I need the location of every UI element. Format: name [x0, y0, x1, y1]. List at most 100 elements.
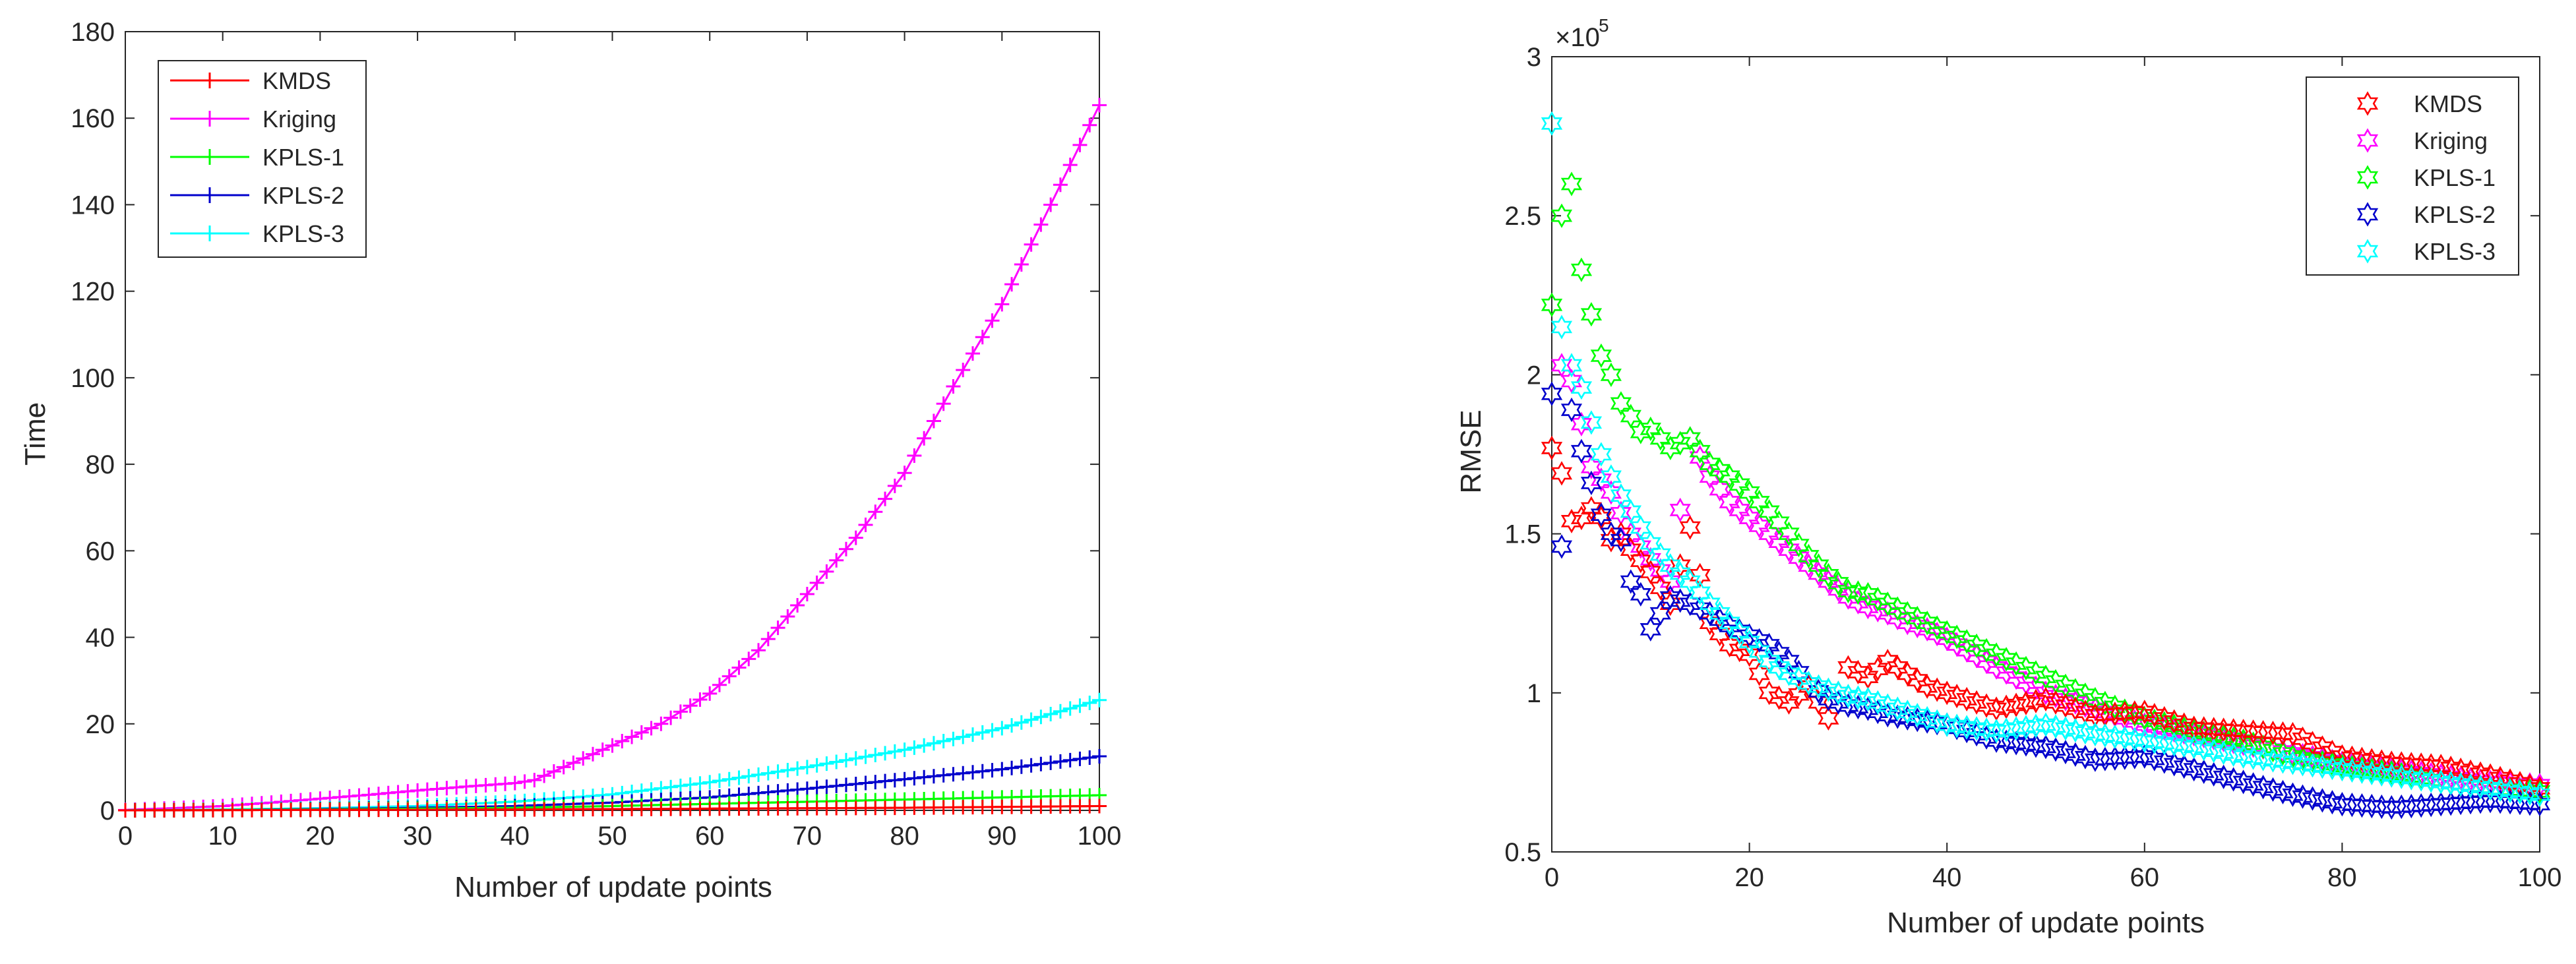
time-point-kriging	[946, 379, 961, 394]
rmse-point-kmds	[1788, 682, 1810, 707]
rmse-point-kmds	[1541, 435, 1563, 461]
time-y-tick-label: 120	[71, 278, 115, 307]
time-point-kriging	[770, 620, 785, 636]
time-legend-label-kpls-2: KPLS-2	[262, 182, 344, 209]
time-point-kpls-3	[1014, 715, 1029, 730]
rmse-point-kriging	[2489, 770, 2511, 795]
time-point-kriging	[897, 466, 912, 481]
rmse-point-kpls-1	[1798, 543, 1820, 569]
rmse-point-kpls-3	[1679, 569, 1701, 594]
time-point-kpls-3	[731, 770, 747, 785]
rmse-point-kriging	[2499, 771, 2521, 796]
rmse-point-kpls-1	[1738, 480, 1760, 505]
rmse-point-kmds	[2470, 761, 2492, 786]
rmse-y-tick-label: 0.5	[1504, 838, 1541, 867]
time-point-kpls-3	[790, 761, 805, 776]
rmse-point-kmds	[2104, 701, 2126, 727]
time-legend-marker-kpls-2	[202, 187, 218, 203]
rmse-point-kpls-3	[2351, 759, 2373, 785]
rmse-point-kpls-3	[2074, 719, 2097, 745]
time-point-kpls-3	[702, 775, 718, 790]
time-point-kriging	[712, 677, 727, 692]
time-point-kpls-3	[1092, 692, 1107, 708]
time-point-kriging	[848, 530, 863, 545]
rmse-point-kmds	[2252, 719, 2274, 745]
rmse-point-kpls-3	[1709, 601, 1731, 626]
rmse-point-kpls-3	[2519, 781, 2541, 806]
rmse-point-kriging	[1808, 561, 1829, 586]
rmse-point-kpls-3	[1936, 712, 1958, 737]
rmse-point-kriging	[1719, 489, 1740, 515]
time-x-tick-label: 80	[890, 822, 919, 851]
rmse-point-kpls-1	[2183, 719, 2205, 744]
rmse-point-kpls-3	[2440, 771, 2462, 796]
time-point-kpls-2	[1024, 758, 1039, 773]
rmse-point-kpls-3	[2381, 763, 2403, 788]
rmse-point-kmds	[2015, 690, 2037, 715]
time-series-kmds	[118, 798, 1107, 818]
rmse-point-kmds	[2232, 719, 2254, 744]
time-point-kpls-3	[985, 723, 1000, 738]
rmse-point-kriging	[2183, 721, 2205, 747]
rmse-point-kpls-2	[2420, 792, 2442, 818]
time-point-kpls-3	[673, 778, 688, 793]
time-point-kpls-3	[926, 736, 941, 751]
rmse-point-kriging	[2193, 723, 2215, 749]
rmse-point-kpls-2	[2084, 747, 2106, 772]
time-point-kriging	[527, 773, 542, 788]
time-point-kriging	[799, 586, 814, 601]
time-legend-marker-kriging	[202, 111, 218, 127]
rmse-point-kmds	[1630, 548, 1651, 574]
rmse-point-kmds	[2460, 759, 2482, 785]
rmse-point-kpls-3	[2193, 737, 2215, 762]
rmse-point-kpls-1	[1630, 419, 1651, 444]
time-point-kriging	[595, 742, 610, 758]
rmse-point-kpls-2	[1570, 438, 1593, 464]
rmse-series-kpls-3	[1541, 111, 2551, 807]
time-x-tick-label: 100	[1078, 822, 1122, 851]
time-chart: 0 10 20 30 40 50 60 70 80 90 100 0 20 40 60 80 100 120 140…	[19, 18, 1121, 903]
rmse-legend-label-kpls-1: KPLS-1	[2414, 164, 2496, 191]
time-point-kriging	[780, 609, 795, 624]
rmse-point-kriging	[1946, 632, 1968, 657]
time-point-kriging	[556, 760, 571, 775]
time-point-kpls-3	[975, 725, 990, 740]
time-point-kpls-3	[663, 779, 679, 795]
rmse-chart-x-axis-label: Number of update points	[1887, 907, 2205, 939]
time-point-kpls-3	[878, 746, 893, 761]
rmse-point-kpls-2	[2331, 791, 2353, 817]
rmse-plot-area: 0 20 40 60 80 100 0.5 1 1.5 2 2.5 3	[1504, 43, 2561, 892]
time-legend-label-kpls-1: KPLS-1	[262, 144, 344, 171]
rmse-point-kpls-1	[1827, 570, 1849, 596]
time-x-tick-label: 60	[695, 822, 725, 851]
time-y-tick-label: 80	[86, 450, 115, 479]
rmse-point-kmds	[1709, 621, 1731, 647]
time-chart-y-axis-label: Time	[19, 402, 51, 466]
time-point-kpls-3	[956, 729, 971, 744]
rmse-point-kpls-3	[2262, 748, 2284, 773]
rmse-point-kmds	[1620, 537, 1641, 562]
time-x-tick-label: 20	[305, 822, 335, 851]
rmse-point-kpls-1	[1748, 489, 1770, 515]
rmse-point-kpls-1	[1768, 510, 1790, 535]
time-point-kmds	[1092, 798, 1107, 814]
rmse-point-kmds	[1570, 505, 1593, 531]
rmse-point-kpls-2	[2282, 782, 2304, 807]
rmse-point-kpls-1	[1837, 578, 1859, 604]
rmse-point-kmds	[2223, 718, 2244, 743]
rmse-point-kpls-3	[1590, 442, 1612, 467]
time-point-kriging	[654, 716, 669, 731]
rmse-legend-marker-kmds	[2356, 91, 2379, 116]
time-point-kpls-3	[692, 776, 708, 791]
rmse-point-kpls-1	[1570, 257, 1593, 282]
rmse-legend-label-kpls-3: KPLS-3	[2414, 238, 2496, 265]
time-point-kriging	[985, 313, 1000, 328]
rmse-point-kpls-1	[1729, 472, 1750, 497]
rmse-point-kpls-1	[2213, 724, 2234, 750]
rmse-point-kpls-3	[2341, 758, 2363, 783]
time-point-kriging	[507, 775, 522, 791]
rmse-point-kpls-3	[2509, 779, 2531, 804]
time-y-tick-label: 40	[86, 624, 115, 653]
rmse-point-kpls-3	[2529, 782, 2551, 807]
time-point-kriging	[878, 491, 893, 506]
